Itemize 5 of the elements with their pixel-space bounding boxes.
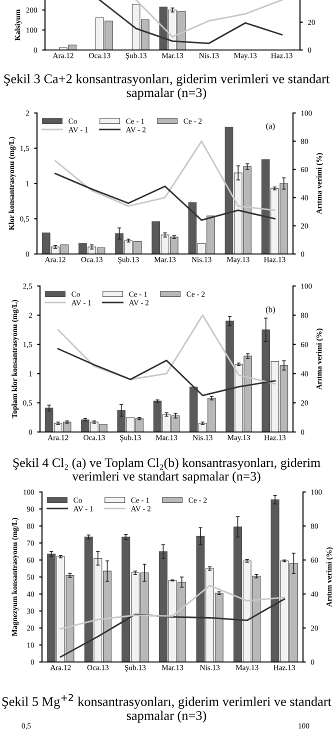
annotation: (a) [266, 122, 275, 130]
text: Şekil 5 Mg$^{+2}$ konsantrasyonları, giderim verimleri ve standart sapmalar (n=3) [2, 694, 332, 723]
text: Şekil 3 Ca+2 konsantrasyonları, giderim verimleri ve standart sapmalar (n=3) [4, 74, 330, 100]
text: Şekil 4 Cl₂ (a) ve Toplam Cl₂(b) konsantrasyonları, giderim verimleri ve standart sapmalar (n=3) [13, 458, 320, 484]
annotation: (b) [266, 306, 275, 314]
